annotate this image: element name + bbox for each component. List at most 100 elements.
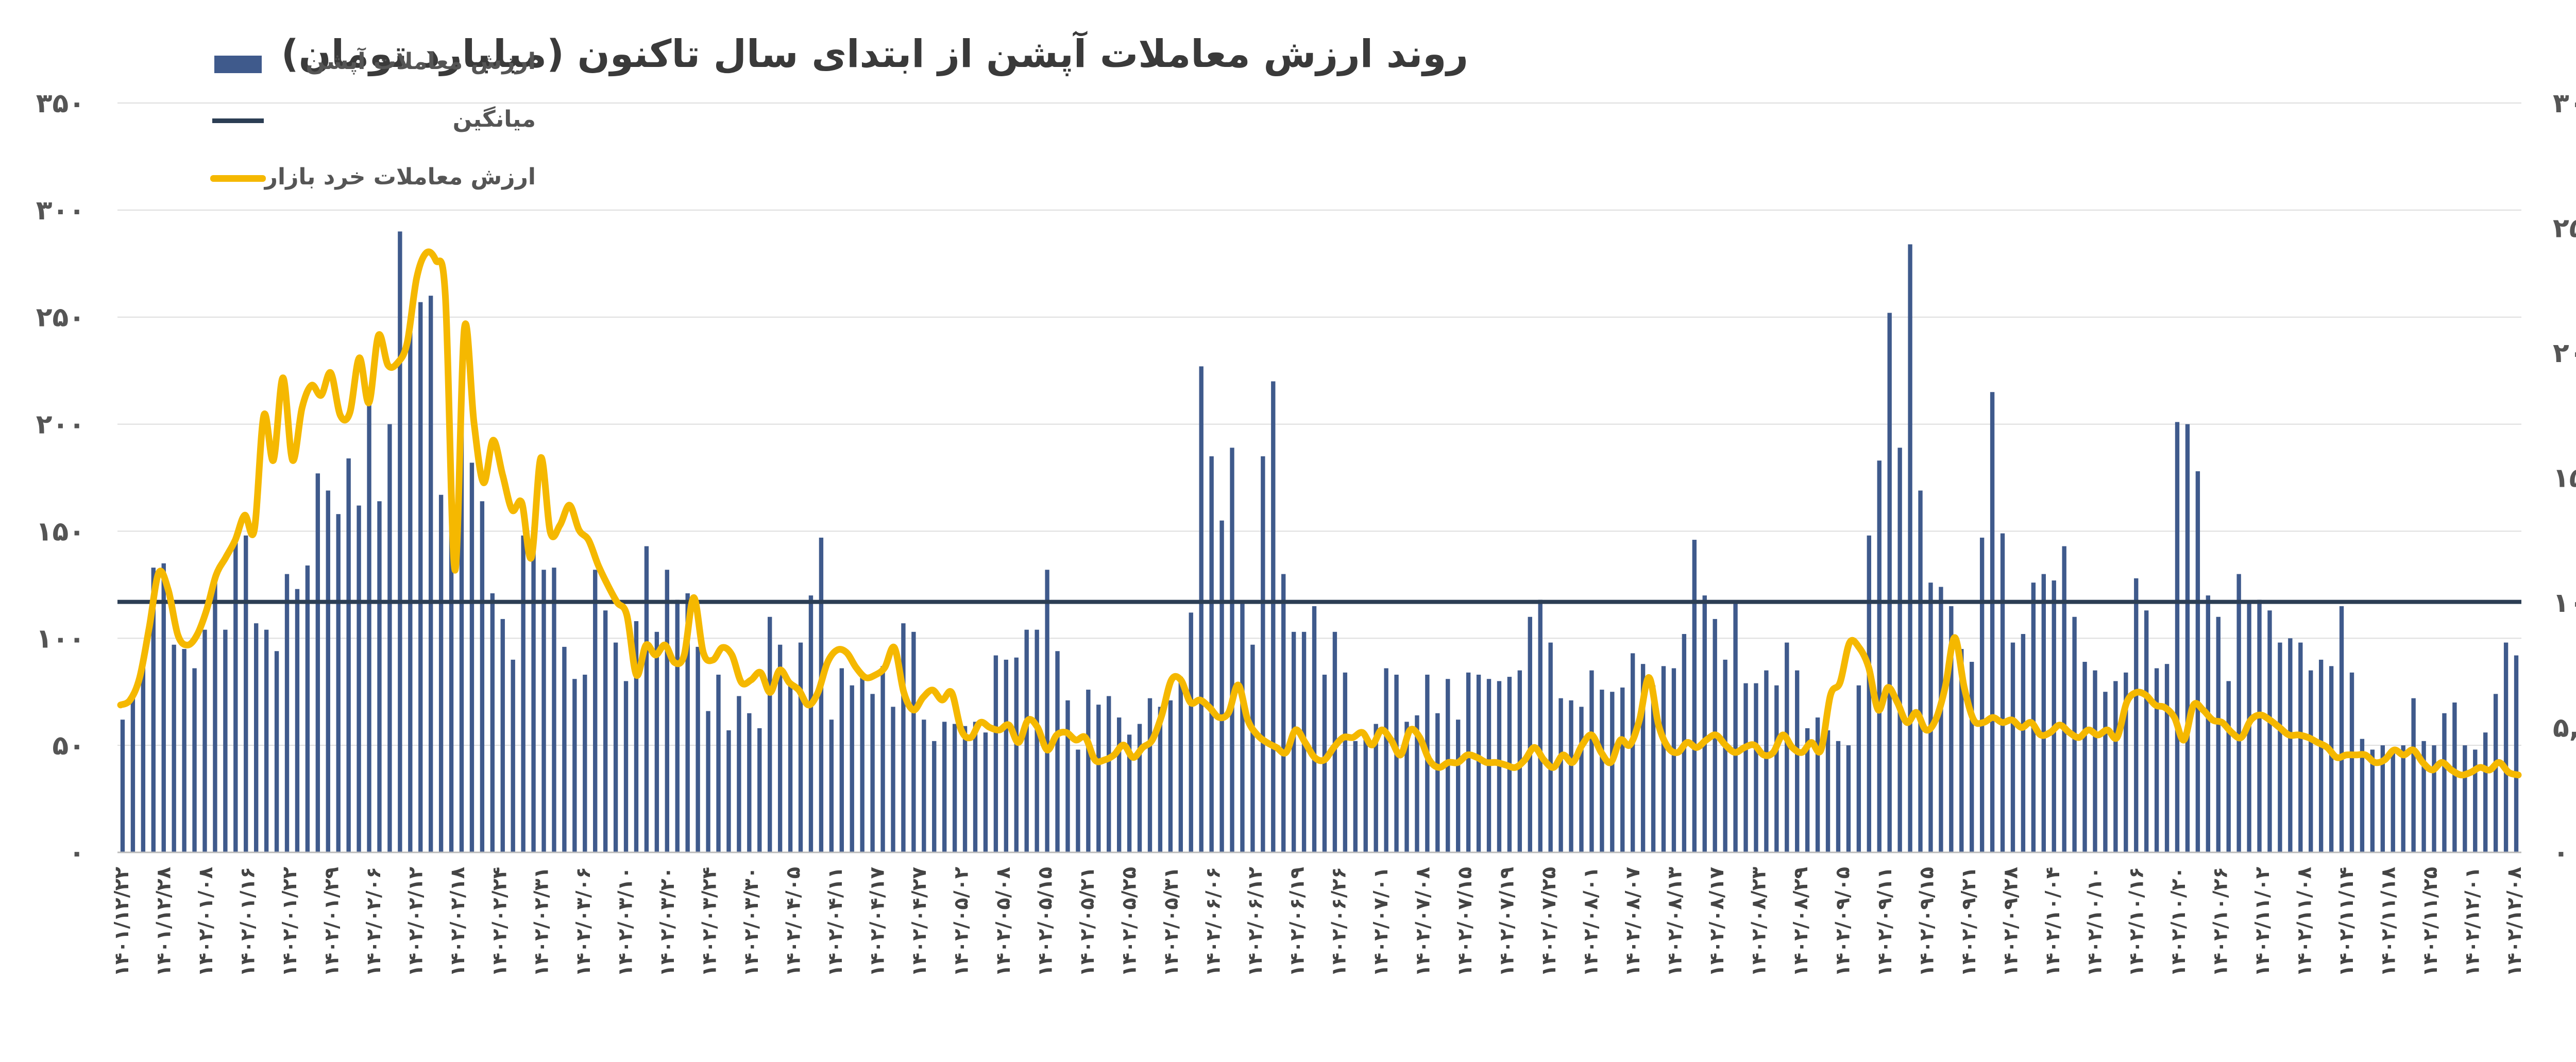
bar [151,568,156,852]
x-tick-label: ۱۴۰۲/۰۱/۱۶ [236,867,259,977]
x-tick-label: ۱۴۰۲/۰۳/۳۰ [740,867,762,977]
bar [1219,520,1224,852]
bar [182,649,187,852]
bar [1928,583,1933,852]
x-tick-label: ۱۴۰۲/۰۶/۱۹ [1285,867,1308,977]
bar [788,681,793,852]
x-tick-label: ۱۴۰۱/۱۲/۲۲ [110,867,133,977]
bar [2329,666,2334,852]
legend: ارزش معاملات آپشن میانگین ارزش معاملات خ… [206,47,536,220]
bar [2010,642,2015,852]
x-tick-label: ۱۴۰۲/۰۶/۰۶ [1201,867,1224,977]
bar [1774,685,1779,852]
y-left-tick-label: ۰ [69,837,85,868]
bar [613,642,618,852]
bar [983,732,988,852]
bar [1312,606,1317,852]
legend-label-average: میانگین [452,106,536,132]
x-tick-label: ۱۴۰۲/۰۵/۳۱ [1160,867,1182,977]
bar [1065,700,1070,852]
bar [603,610,608,852]
legend-swatch-average-line [212,118,264,123]
bar [500,619,505,852]
bar [1723,659,1727,852]
bar [850,685,854,852]
x-tick-label: ۱۴۰۲/۰۴/۰۵ [782,867,805,977]
bar [572,679,577,852]
bar [1168,700,1173,852]
bar [1908,244,1912,852]
bar [418,302,423,852]
bar [726,730,731,852]
bar [1867,535,1871,852]
bar [1004,659,1009,852]
bar [1343,672,1348,852]
y-right-tick-label: ۱۵,۰۰۰ [2553,463,2576,494]
bar [808,595,814,852]
bar [1754,683,1758,852]
bar [1815,717,1820,852]
bar [1415,715,1419,852]
bar [438,494,444,852]
bar [1271,381,1276,852]
legend-item-average: میانگین [206,105,536,163]
bar [1805,728,1810,852]
bar [1743,683,1748,852]
bar [1589,670,1594,852]
bar [531,527,536,852]
bar [244,535,248,852]
bar [1692,540,1697,852]
bar [2493,694,2498,852]
x-tick-label: ۱۴۰۲/۱۰/۲۰ [2167,867,2190,977]
bar [1404,722,1409,852]
x-tick-label: ۱۴۰۲/۱۱/۱۸ [2377,867,2400,977]
y-left-tick-label: ۲۵۰ [36,302,85,333]
bar [1116,717,1122,852]
bar [798,642,803,852]
bar [829,720,834,852]
x-tick-label: ۱۴۰۲/۰۵/۲۱ [1076,867,1098,977]
bar [377,501,382,852]
bar [1620,687,1625,852]
bar [1970,662,1974,852]
bar [1558,698,1563,852]
bar [1795,670,1800,852]
bar [1281,574,1286,852]
x-tick-label: ۱۴۰۲/۰۲/۳۱ [530,867,553,977]
bar [1733,602,1738,852]
bar [1579,707,1584,852]
y-left-tick-label: ۲۰۰ [36,409,85,440]
bar [644,546,649,852]
bar [480,501,485,852]
legend-label-option-value: ارزش معاملات آپشن [306,48,536,75]
bar [757,728,762,852]
y-left-tick-label: ۳۰۰ [36,195,85,226]
bar [716,674,721,852]
bar [2216,616,2221,852]
bar [675,599,680,852]
bar [2195,471,2200,852]
bar [2062,546,2066,852]
bar [141,659,146,852]
bar [1127,734,1132,852]
bar [2154,668,2159,852]
bar [274,651,279,852]
x-tick-label: ۱۴۰۲/۰۳/۲۴ [698,867,721,977]
y-left-tick-label: ۵۰ [53,730,85,761]
bar [1178,677,1183,852]
bar [428,296,433,853]
bar [120,720,125,852]
bar [1939,587,1943,852]
bar [1990,392,1995,852]
bar [2452,703,2457,852]
bar [1035,629,1039,852]
bar [336,514,341,852]
x-tick-label: ۱۴۰۲/۰۸/۰۷ [1621,867,1644,977]
y-right-tick-label: ۵,۰۰۰ [2553,713,2576,744]
bar [932,741,937,852]
x-tick-label: ۱۴۰۲/۰۷/۰۱ [1369,867,1392,977]
bar [685,593,690,852]
bar [1199,366,1204,852]
bar [2309,670,2313,852]
y-left-tick-label: ۳۵۰ [36,88,85,119]
